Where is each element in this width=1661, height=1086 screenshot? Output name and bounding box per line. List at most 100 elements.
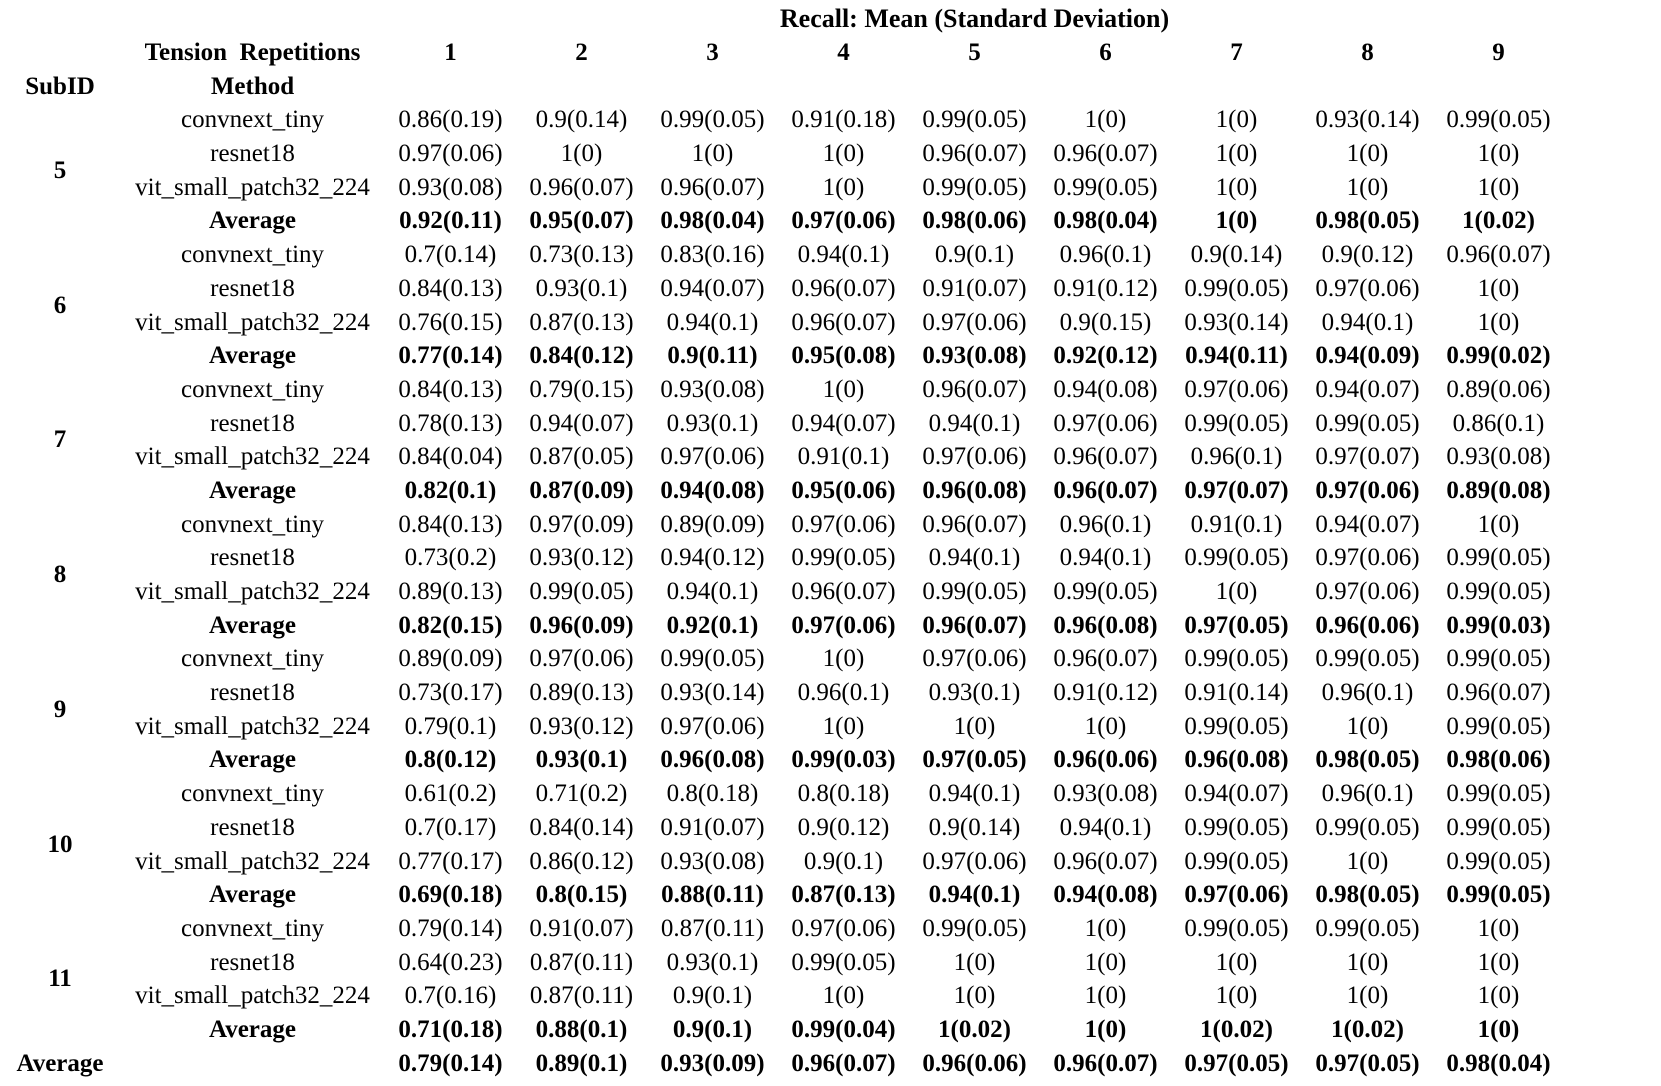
value-cell: 0.89(0.09)	[660, 510, 765, 538]
value-cell: 0.96(0.07)	[922, 140, 1027, 168]
value-cell: 0.99(0.05)	[1446, 106, 1551, 134]
subid-cell-5: 5	[53, 156, 67, 184]
method-cell: vit_small_patch32_224	[135, 308, 370, 336]
value-cell: 0.96(0.07)	[922, 510, 1027, 538]
column-header-8: 8	[1361, 39, 1374, 67]
value-cell: 0.91(0.12)	[1053, 274, 1158, 302]
value-cell: 1(0)	[1477, 274, 1520, 302]
header-row-index: SubID Method	[0, 69, 1564, 103]
index-label: SubID	[25, 72, 95, 100]
value-cell: 0.99(0.05)	[1184, 712, 1289, 740]
method-label: Method	[210, 72, 295, 100]
value-cell: 0.94(0.1)	[928, 780, 1021, 808]
value-cell: 0.7(0.14)	[404, 241, 497, 269]
value-cell: 0.96(0.1)	[1190, 443, 1283, 471]
value-cell: 0.96(0.07)	[1053, 645, 1158, 673]
value-cell: 0.96(0.07)	[791, 308, 896, 336]
value-cell: 0.94(0.07)	[1184, 780, 1289, 808]
value-cell: 0.64(0.23)	[398, 948, 503, 976]
value-cell: 0.91(0.12)	[1053, 679, 1158, 707]
value-cell: 0.99(0.05)	[1184, 544, 1289, 572]
value-cell: 0.99(0.05)	[1315, 645, 1420, 673]
value-cell: 0.99(0.05)	[922, 578, 1027, 606]
value-cell: 0.84(0.14)	[529, 813, 634, 841]
value-cell: 0.99(0.03)	[791, 746, 896, 774]
value-cell: 1(0)	[1215, 578, 1258, 606]
method-cell: Average	[209, 611, 296, 639]
table-row-sub11-vit_small_patch32_224: vit_small_patch32_224 0.7(0.16) 0.87(0.11)…	[0, 979, 1564, 1013]
value-cell: 0.71(0.18)	[398, 1015, 503, 1043]
value-cell: 0.99(0.05)	[1446, 645, 1551, 673]
value-cell: 0.99(0.05)	[1184, 813, 1289, 841]
value-cell: 0.84(0.12)	[529, 342, 634, 370]
table-row-sub5-vit_small_patch32_224: vit_small_patch32_224 0.93(0.08) 0.96(0.07…	[0, 170, 1564, 204]
value-cell: 1(0)	[1215, 173, 1258, 201]
value-cell: 0.9(0.1)	[803, 847, 884, 875]
value-cell: 0.97(0.06)	[791, 914, 896, 942]
table-row-sub11-average: Average 0.71(0.18) 0.88(0.1) 0.9(0.1) 0.99(0…	[0, 1013, 1564, 1047]
value-cell: 0.91(0.18)	[791, 106, 896, 134]
value-cell: 0.99(0.05)	[1446, 544, 1551, 572]
value-cell: 0.98(0.05)	[1315, 881, 1420, 909]
value-cell: 0.86(0.19)	[398, 106, 503, 134]
value-cell: 0.96(0.08)	[1184, 746, 1289, 774]
value-cell: 0.97(0.06)	[922, 847, 1027, 875]
header-row-title: Recall: Mean (Standard Deviation)	[0, 2, 1564, 36]
value-cell: 1(0)	[1346, 140, 1389, 168]
value-cell: 0.99(0.05)	[1446, 578, 1551, 606]
value-cell: 0.7(0.17)	[404, 813, 497, 841]
value-cell: 1(0)	[691, 140, 734, 168]
value-cell: 0.99(0.05)	[1446, 780, 1551, 808]
value-cell: 0.89(0.06)	[1446, 375, 1551, 403]
method-cell: resnet18	[210, 140, 295, 168]
value-cell: 0.93(0.09)	[660, 1049, 765, 1077]
subid-cell-8: 8	[53, 561, 67, 589]
value-cell: 0.97(0.05)	[1184, 1049, 1289, 1077]
value-cell: 1(0)	[1346, 712, 1389, 740]
value-cell: 0.99(0.05)	[922, 173, 1027, 201]
value-cell: 0.8(0.18)	[797, 780, 890, 808]
value-cell: 0.96(0.07)	[660, 173, 765, 201]
value-cell: 0.99(0.05)	[922, 914, 1027, 942]
value-cell: 0.93(0.12)	[529, 712, 634, 740]
value-cell: 0.96(0.07)	[1053, 443, 1158, 471]
value-cell: 0.89(0.08)	[1446, 476, 1551, 504]
value-cell: 0.99(0.05)	[1053, 578, 1158, 606]
value-cell: 0.97(0.06)	[922, 443, 1027, 471]
value-cell: 0.97(0.06)	[1053, 409, 1158, 437]
value-cell: 1(0)	[1215, 948, 1258, 976]
value-cell: 0.94(0.07)	[791, 409, 896, 437]
value-cell: 0.97(0.09)	[529, 510, 634, 538]
value-cell: 0.97(0.06)	[1315, 578, 1420, 606]
value-cell: 0.9(0.12)	[797, 813, 890, 841]
value-cell: 0.86(0.1)	[1452, 409, 1545, 437]
value-cell: 1(0)	[1084, 914, 1127, 942]
value-cell: 0.99(0.05)	[1315, 813, 1420, 841]
value-cell: 0.93(0.08)	[660, 847, 765, 875]
header-spacer	[385, 69, 1564, 103]
method-cell: resnet18	[210, 948, 295, 976]
value-cell: 0.93(0.1)	[535, 274, 628, 302]
value-cell: 0.91(0.07)	[529, 914, 634, 942]
value-cell: 0.93(0.14)	[1315, 106, 1420, 134]
value-cell: 0.97(0.06)	[1184, 881, 1289, 909]
value-cell: 0.94(0.08)	[1053, 881, 1158, 909]
value-cell: 1(0)	[1084, 106, 1127, 134]
value-cell: 0.87(0.11)	[660, 914, 765, 942]
table-row-sub6-vit_small_patch32_224: vit_small_patch32_224 0.76(0.15) 0.87(0.13…	[0, 305, 1564, 339]
value-cell: 0.94(0.1)	[797, 241, 890, 269]
value-cell: 0.99(0.02)	[1446, 342, 1551, 370]
value-cell: 0.94(0.1)	[928, 881, 1021, 909]
value-cell: 0.83(0.16)	[660, 241, 765, 269]
value-cell: 0.99(0.05)	[791, 544, 896, 572]
value-cell: 1(0)	[1477, 914, 1520, 942]
table-row-sub6-average: Average 0.77(0.14) 0.84(0.12) 0.9(0.11) 0.95…	[0, 339, 1564, 373]
method-cell: Average	[209, 1015, 296, 1043]
value-cell: 0.94(0.1)	[1059, 813, 1152, 841]
value-cell: 0.91(0.07)	[660, 813, 765, 841]
value-cell: 1(0)	[560, 140, 603, 168]
value-cell: 0.73(0.13)	[529, 241, 634, 269]
value-cell: 0.93(0.1)	[666, 948, 759, 976]
table-row-sub10-average: Average 0.69(0.18) 0.8(0.15) 0.88(0.11) 0.87…	[0, 878, 1564, 912]
value-cell: 0.9(0.1)	[934, 241, 1015, 269]
